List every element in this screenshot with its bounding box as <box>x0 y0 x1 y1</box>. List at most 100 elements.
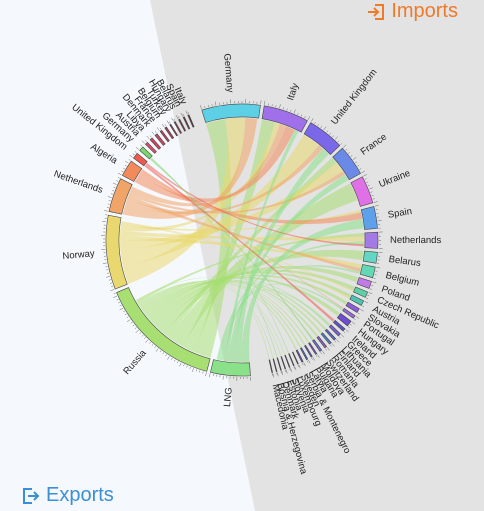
tick-mark <box>355 161 358 164</box>
tick-mark <box>166 120 170 125</box>
tick-mark <box>171 117 174 122</box>
ribbon <box>120 134 319 267</box>
group-arc[interactable] <box>332 147 361 181</box>
export-group-norway[interactable]: Norway <box>62 214 128 292</box>
tick-mark <box>323 126 327 131</box>
group-arc[interactable] <box>164 126 175 140</box>
group-arc[interactable] <box>154 133 166 146</box>
group-arc[interactable] <box>359 264 376 279</box>
tick-mark <box>134 327 137 329</box>
group-arc[interactable] <box>108 178 133 215</box>
tick-mark <box>326 130 329 133</box>
tick-mark <box>179 362 182 367</box>
group-arc[interactable] <box>303 122 341 155</box>
group-arc[interactable] <box>320 332 332 345</box>
group-arc[interactable] <box>276 357 282 371</box>
tick-mark <box>343 331 346 334</box>
group-arc[interactable] <box>105 214 128 290</box>
group-arc[interactable] <box>149 137 162 150</box>
tick-mark <box>183 364 185 367</box>
tick-mark <box>104 210 109 212</box>
group-arc[interactable] <box>356 277 372 289</box>
tick-mark <box>322 350 325 355</box>
group-arc[interactable] <box>336 313 352 327</box>
group-arc[interactable] <box>280 356 287 370</box>
group-arc[interactable] <box>324 328 337 341</box>
tick-mark <box>174 359 176 362</box>
group-arc[interactable] <box>201 103 261 123</box>
group-arc[interactable] <box>121 160 143 182</box>
group-arc[interactable] <box>312 339 323 352</box>
group-arc[interactable] <box>345 301 360 313</box>
group-arc[interactable] <box>353 286 369 298</box>
tick-mark <box>357 164 360 167</box>
tick-mark <box>374 274 377 276</box>
tick-mark <box>107 203 110 205</box>
import-group-italy[interactable]: Italy <box>261 82 311 133</box>
tick-mark <box>331 343 335 347</box>
group-arc[interactable] <box>272 358 278 372</box>
tick-mark <box>372 198 375 200</box>
tick-mark <box>285 369 288 374</box>
tick-mark <box>374 205 379 207</box>
export-group-lng[interactable]: LNG <box>209 359 251 408</box>
import-group-germany[interactable]: Germany <box>200 53 262 123</box>
group-arc[interactable] <box>145 141 157 154</box>
group-arc[interactable] <box>284 354 291 368</box>
tick-mark <box>155 131 157 134</box>
ribbon <box>193 119 232 358</box>
tick-mark <box>126 319 131 322</box>
group-arc[interactable] <box>291 351 299 365</box>
group-arc[interactable] <box>173 121 183 134</box>
group-arc[interactable] <box>308 342 318 355</box>
tick-mark <box>144 337 146 340</box>
tick-mark <box>167 356 170 360</box>
tick-mark <box>351 321 356 325</box>
ribbon <box>120 235 362 269</box>
ribbon <box>125 145 323 215</box>
group-arc[interactable] <box>187 114 195 128</box>
group-arc[interactable] <box>362 250 378 264</box>
group-arc[interactable] <box>182 116 191 130</box>
group-arc[interactable] <box>210 359 251 377</box>
tick-mark <box>357 312 360 315</box>
group-arc[interactable] <box>299 347 309 361</box>
tick-mark <box>303 362 306 367</box>
tick-mark <box>132 324 135 327</box>
group-arc[interactable] <box>349 294 365 306</box>
tick-mark <box>334 136 339 140</box>
group-arc[interactable] <box>178 118 187 132</box>
group-arc[interactable] <box>116 287 211 372</box>
tick-mark <box>107 196 112 198</box>
import-group-netherlands[interactable]: Netherlands <box>364 231 442 250</box>
tick-mark <box>108 279 111 281</box>
group-arc[interactable] <box>360 206 378 230</box>
tick-mark <box>192 368 194 373</box>
group-arc[interactable] <box>139 146 153 160</box>
group-arc[interactable] <box>342 308 356 319</box>
group-arc[interactable] <box>133 152 148 167</box>
tick-mark <box>204 106 206 109</box>
group-arc[interactable] <box>332 319 346 332</box>
group-arc[interactable] <box>159 129 170 143</box>
import-group-spain[interactable]: Spain <box>360 205 413 230</box>
tick-mark <box>370 191 373 193</box>
group-arc[interactable] <box>316 335 327 349</box>
tick-mark <box>282 107 284 110</box>
tick-mark <box>141 140 145 144</box>
group-arc[interactable] <box>304 344 313 358</box>
group-arc[interactable] <box>261 105 308 133</box>
ribbon <box>168 183 358 347</box>
group-arc[interactable] <box>328 324 341 337</box>
group-arc[interactable] <box>364 231 379 249</box>
group-arc[interactable] <box>169 123 179 137</box>
group-arc[interactable] <box>268 359 273 374</box>
tick-mark <box>108 200 111 202</box>
group-arc[interactable] <box>288 353 295 367</box>
group-arc[interactable] <box>295 349 304 363</box>
group-arc[interactable] <box>350 176 374 207</box>
tick-mark <box>342 144 347 148</box>
import-group-belarus[interactable]: Belarus <box>362 250 422 269</box>
tick-mark <box>376 266 381 269</box>
